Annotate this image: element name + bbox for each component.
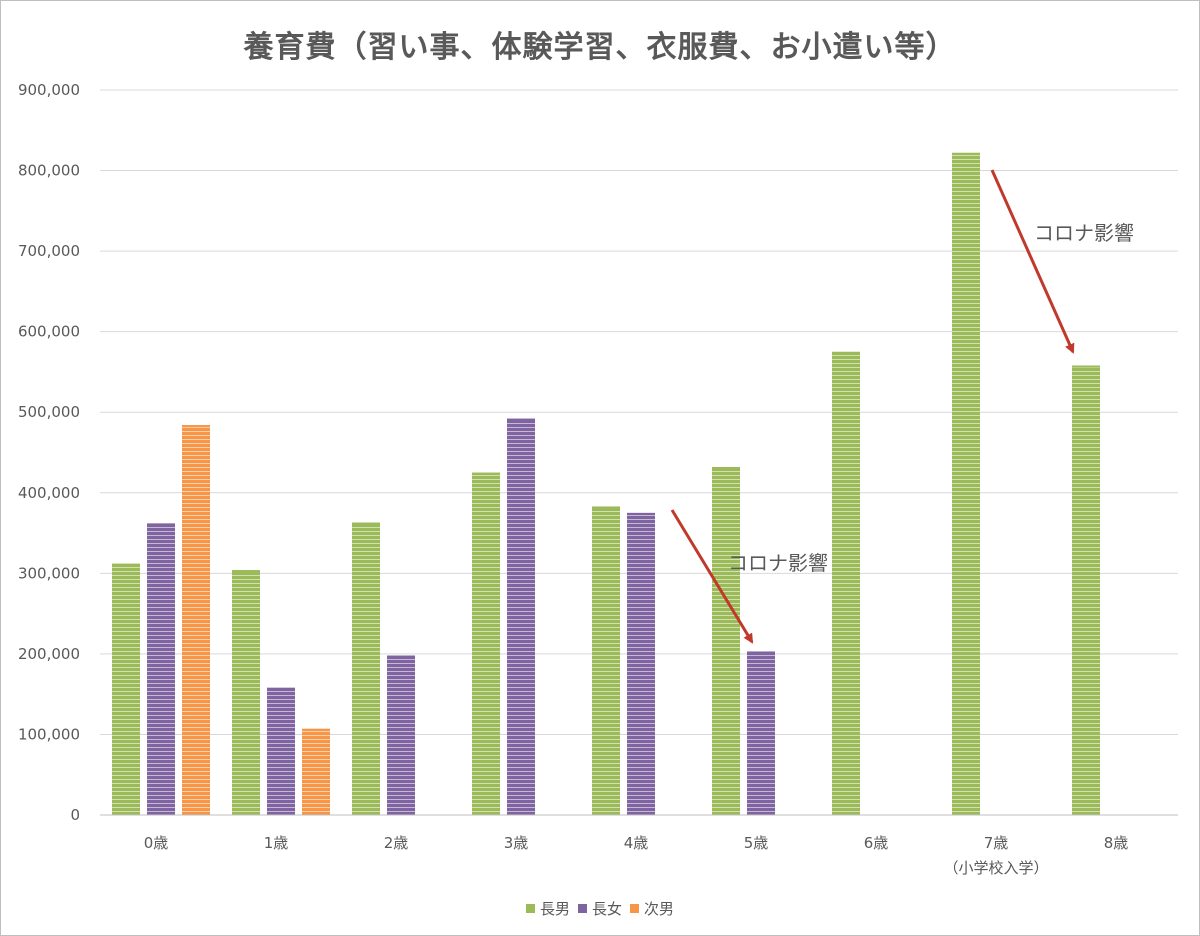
legend-label: 次男 (644, 900, 675, 918)
bar-top-edge (182, 425, 210, 428)
y-tick-label: 600,000 (18, 323, 80, 341)
y-tick-label: 100,000 (18, 725, 80, 743)
bar-長男-4歳 (592, 506, 620, 815)
bar-長男-8歳 (1072, 365, 1100, 815)
bar-長男-0歳 (112, 563, 140, 815)
bar-長女-5歳 (747, 651, 775, 815)
bar-top-edge (832, 351, 860, 354)
bar-top-edge (627, 512, 655, 515)
x-tick-label: 8歳 (1104, 834, 1129, 852)
y-tick-label: 200,000 (18, 645, 80, 663)
bar-top-edge (952, 152, 980, 155)
bar-top-edge (302, 728, 330, 731)
legend-item: 長男 (525, 898, 570, 919)
y-tick-label: 400,000 (18, 484, 80, 502)
legend-swatch (577, 904, 587, 913)
annotation-arrow (990, 169, 1075, 354)
legend: 長男 長女 次男 (0, 898, 1200, 919)
bar-長女-3歳 (507, 418, 535, 815)
bar-長男-2歳 (352, 522, 380, 815)
x-tick-label: 4歳 (624, 834, 649, 852)
bar-次男-1歳 (302, 728, 330, 815)
x-tick-label: 1歳 (264, 834, 289, 852)
bar-次男-0歳 (182, 425, 210, 815)
x-tick-label: 7歳 (984, 834, 1009, 852)
legend-label: 長男 (539, 900, 570, 918)
legend-label: 長女 (591, 900, 622, 918)
bar-長男-5歳 (712, 467, 740, 815)
y-tick-label: 300,000 (18, 564, 80, 582)
bar-top-edge (507, 418, 535, 421)
x-tick-label: 5歳 (744, 834, 769, 852)
bar-top-edge (592, 506, 620, 509)
bar-top-edge (747, 651, 775, 654)
bar-top-edge (712, 467, 740, 469)
y-tick-label: 500,000 (18, 403, 80, 421)
bar-長女-0歳 (147, 523, 175, 815)
annotation-label: コロナ影響 (728, 551, 828, 575)
x-tick-label: 2歳 (384, 834, 409, 852)
annotation-arrow (670, 509, 754, 644)
bar-top-edge (1072, 365, 1100, 368)
y-tick-label: 700,000 (18, 242, 80, 260)
x-tick-label: 6歳 (864, 834, 889, 852)
bar-長男-1歳 (232, 570, 260, 815)
bar-top-edge (112, 563, 140, 566)
bar-top-edge (352, 522, 380, 525)
bar-長男-7歳 (952, 152, 980, 816)
legend-swatch (630, 904, 639, 913)
x-tick-label: 0歳 (144, 834, 169, 852)
annotation-label: コロナ影響 (1034, 221, 1134, 245)
bar-top-edge (232, 570, 260, 573)
bar-top-edge (387, 655, 415, 658)
x-tick-sublabel: （小学校入学） (943, 859, 1048, 877)
chart-title: 養育費（習い事、体験学習、衣服費、お小遣い等） (243, 30, 957, 65)
bar-長女-1歳 (267, 687, 295, 815)
bar-長男-6歳 (832, 351, 860, 815)
bar-長男-3歳 (472, 472, 500, 815)
bar-長女-2歳 (387, 655, 415, 815)
bar-top-edge (472, 472, 500, 475)
bar-top-edge (267, 687, 295, 690)
legend-swatch (525, 904, 535, 913)
y-tick-label: 900,000 (18, 81, 80, 99)
x-tick-label: 3歳 (504, 834, 529, 852)
y-tick-label: 0 (70, 806, 80, 824)
bar-長女-4歳 (627, 512, 655, 815)
y-tick-label: 800,000 (18, 162, 80, 180)
legend-item: 長女 (577, 898, 622, 919)
bar-top-edge (147, 523, 175, 526)
legend-item: 次男 (630, 898, 674, 919)
